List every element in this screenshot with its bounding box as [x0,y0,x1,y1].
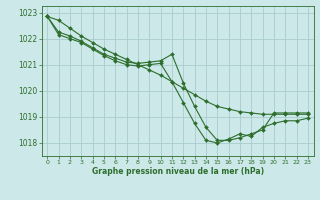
X-axis label: Graphe pression niveau de la mer (hPa): Graphe pression niveau de la mer (hPa) [92,167,264,176]
